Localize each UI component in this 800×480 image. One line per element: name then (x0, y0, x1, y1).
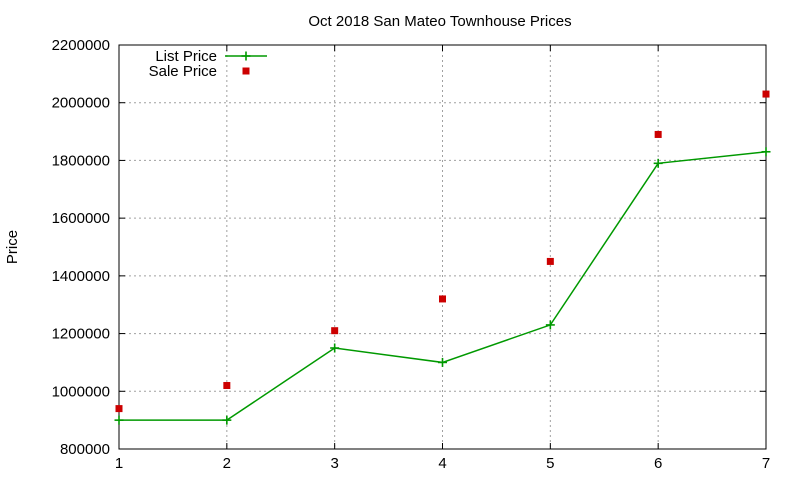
legend-marker-sale-price (242, 67, 250, 75)
y-tick-label: 800000 (60, 441, 110, 458)
tick-labels: 800000 1000000 1200000 1400000 1600000 180000… (52, 37, 771, 472)
x-tick-label: 7 (762, 455, 770, 472)
sale-price-point (439, 295, 446, 303)
list-price-point (330, 343, 340, 353)
y-tick-label: 1000000 (52, 383, 110, 400)
grid (119, 45, 766, 449)
x-tick-label: 5 (546, 455, 554, 472)
legend-marker-list-price (241, 51, 251, 61)
y-axis-label: Price (4, 230, 21, 264)
legend-label-list-price: List Price (155, 48, 217, 65)
list-price-point (114, 415, 124, 425)
sale-price-point (654, 130, 662, 138)
sale-price-point (331, 327, 339, 335)
legend: List Price Sale Price (149, 48, 267, 80)
sale-price-point (546, 257, 554, 265)
y-tick-label: 1400000 (52, 268, 110, 285)
legend-label-sale-price: Sale Price (149, 63, 217, 80)
x-tick-label: 1 (115, 455, 123, 472)
x-tick-label: 4 (438, 455, 446, 472)
list-price-point (761, 147, 771, 157)
sale-price-point (115, 405, 123, 413)
sale-price-point (223, 382, 231, 390)
y-tick-label: 2200000 (52, 37, 110, 54)
list-price-point (222, 415, 232, 425)
list-price-point (438, 357, 447, 367)
x-tick-label: 2 (223, 455, 231, 472)
y-tick-label: 2000000 (52, 95, 110, 112)
y-tick-label: 1200000 (52, 326, 110, 343)
x-tick-label: 6 (654, 455, 662, 472)
x-tick-label: 3 (330, 455, 338, 472)
y-tick-label: 1600000 (52, 210, 110, 227)
chart-title: Oct 2018 San Mateo Townhouse Prices (308, 13, 571, 30)
plot-frame (118, 44, 767, 450)
list-price-point (653, 158, 663, 168)
series-layer (114, 90, 771, 425)
sale-price-point (762, 90, 770, 98)
list-price-point (545, 320, 555, 330)
y-tick-label: 1800000 (52, 152, 110, 169)
